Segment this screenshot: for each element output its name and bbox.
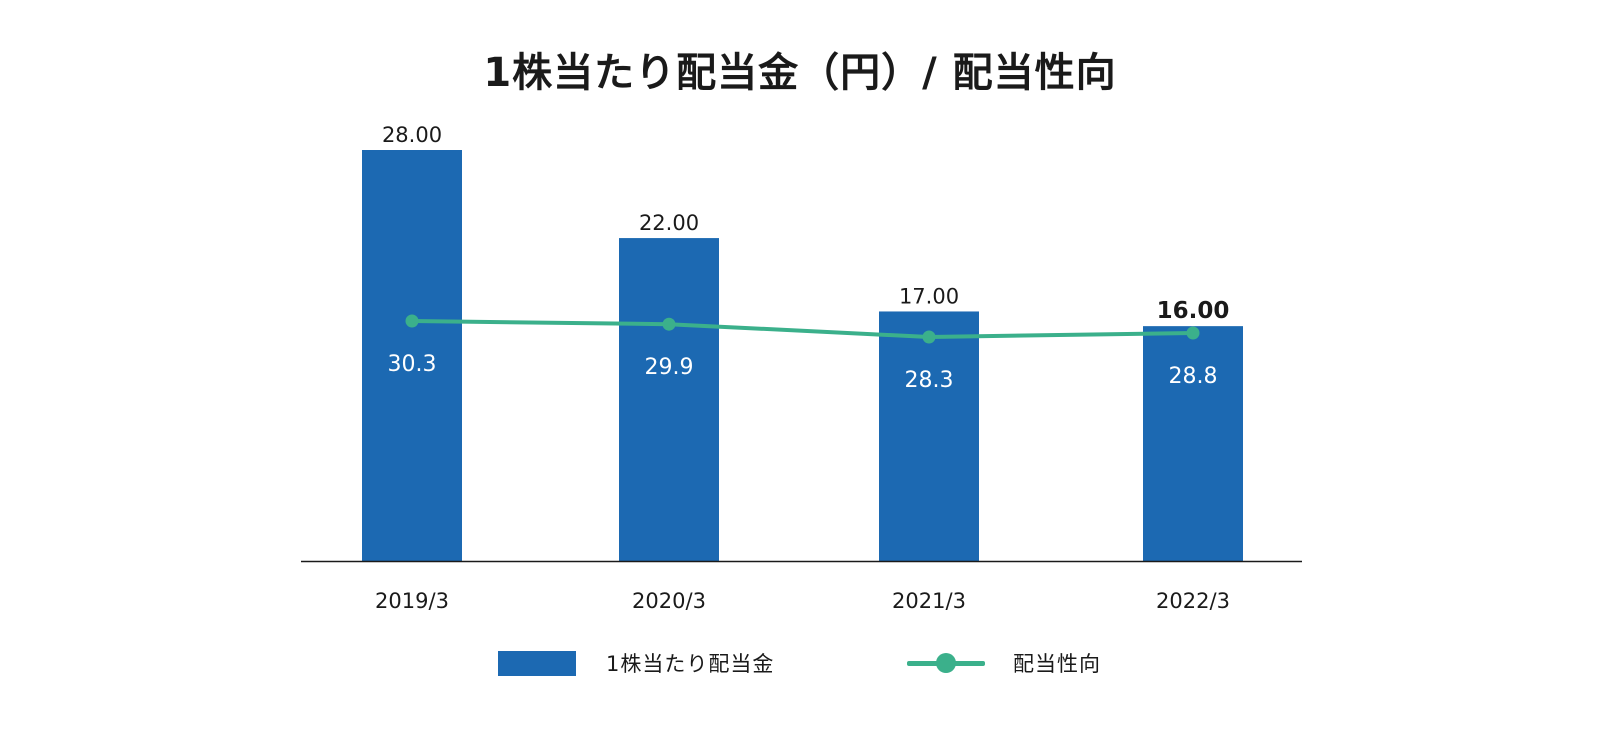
legend-item-dividend: 1株当たり配当金 bbox=[498, 643, 774, 683]
payout-ratio-point bbox=[405, 314, 419, 328]
x-tick-label: 2022/3 bbox=[1156, 589, 1230, 613]
payout-ratio-label: 28.8 bbox=[1169, 364, 1218, 389]
x-tick-label: 2019/3 bbox=[375, 589, 449, 613]
bar-value-label: 28.00 bbox=[382, 123, 442, 147]
payout-ratio-point bbox=[1186, 326, 1200, 340]
payout-ratio-label: 30.3 bbox=[388, 352, 437, 377]
legend-label-payout-ratio: 配当性向 bbox=[1013, 652, 1101, 676]
payout-ratio-point bbox=[662, 317, 676, 331]
legend-swatch-line bbox=[907, 653, 985, 673]
legend-label-dividend: 1株当たり配当金 bbox=[606, 652, 775, 676]
chart-title: 1株当たり配当金（円）/ 配当性向 bbox=[483, 50, 1117, 96]
bar-2022/3 bbox=[1143, 326, 1243, 561]
payout-ratio-line bbox=[411, 319, 1194, 339]
payout-ratio-label: 29.9 bbox=[645, 355, 694, 380]
chart-legend: 1株当たり配当金 配当性向 bbox=[0, 643, 1600, 683]
payout-ratio-label: 28.3 bbox=[905, 368, 954, 393]
x-tick-label: 2021/3 bbox=[892, 589, 966, 613]
bar-value-label: 17.00 bbox=[899, 284, 959, 308]
bar-value-label: 16.00 bbox=[1157, 298, 1230, 324]
legend-swatch-bar bbox=[498, 650, 576, 676]
legend-item-payout-ratio: 配当性向 bbox=[907, 643, 1101, 683]
bar-value-label: 22.00 bbox=[639, 211, 699, 235]
bar-2021/3 bbox=[879, 311, 979, 561]
x-tick-label: 2020/3 bbox=[632, 589, 706, 613]
bar-2020/3 bbox=[619, 238, 719, 562]
payout-ratio-point bbox=[922, 330, 936, 344]
bar-2019/3 bbox=[362, 150, 462, 561]
